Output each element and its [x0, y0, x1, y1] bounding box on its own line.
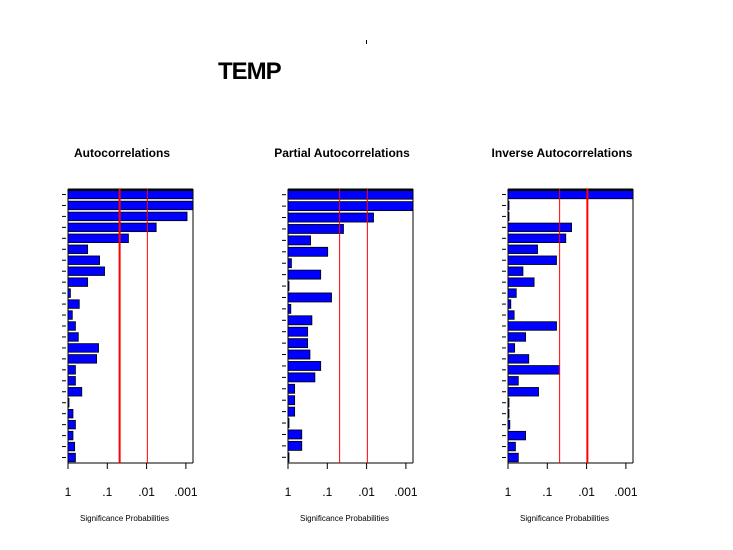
bar-lag-undefined [507, 452, 519, 463]
bar-lag-20 [287, 406, 296, 417]
x-tick-label: .1 [102, 485, 112, 499]
bar-lag-22 [287, 429, 303, 440]
bar-lag-7 [507, 255, 557, 265]
bar-lag-10 [67, 299, 80, 309]
bar-lag-19 [507, 387, 539, 397]
bar-lag-2 [287, 201, 414, 212]
x-tick-label: .1 [542, 485, 552, 499]
bar-lag-14 [287, 338, 309, 349]
bar-lag-17 [507, 365, 561, 375]
panel-title-2: Inverse Autocorrelations [492, 146, 633, 160]
bar-lag-20 [507, 398, 510, 408]
bar-lag-1 [67, 200, 194, 211]
bar-lag-2 [67, 211, 188, 222]
bar-lag-4 [507, 222, 572, 233]
bar-lag-10 [287, 292, 332, 303]
bar-lag-0 [67, 189, 194, 200]
bar-lag-24 [67, 452, 76, 463]
panel-title-0: Autocorrelations [74, 146, 170, 160]
bar-lag-21 [67, 419, 76, 430]
bar-lag-16 [287, 361, 322, 371]
x-tick-label: .01 [578, 485, 595, 499]
bar-lag-20 [67, 408, 74, 419]
bar-lag-8 [67, 277, 89, 287]
bar-lag-9 [67, 288, 71, 298]
bar-lag-13 [287, 326, 309, 337]
bar-lag-15 [67, 354, 98, 364]
x-tick-label: .001 [174, 485, 198, 499]
bar-lag-3 [287, 212, 374, 223]
bar-lag-5 [67, 244, 89, 254]
x-tick-label: .01 [138, 485, 155, 499]
bar-lag-13 [67, 332, 79, 342]
x-tick-label: .001 [394, 485, 418, 499]
bar-lag-6 [67, 255, 100, 265]
stray-mark [366, 40, 367, 44]
bar-lag-23 [287, 440, 303, 451]
bar-lag-24 [287, 452, 290, 463]
bar-lag-22 [507, 419, 511, 430]
bar-lag-15 [507, 343, 516, 353]
bar-lag-2 [507, 200, 510, 211]
x-tick-label: .01 [358, 485, 375, 499]
bar-lag-22 [67, 430, 74, 441]
bar-lag-7 [287, 258, 292, 269]
x-tick-label: 1 [505, 485, 512, 499]
x-tick-label: 1 [65, 485, 72, 499]
bar-lag-18 [287, 383, 296, 394]
bar-lag-21 [287, 418, 290, 428]
bar-lag-3 [507, 211, 510, 222]
bar-lag-14 [67, 343, 99, 353]
x-tick-label: .1 [322, 485, 332, 499]
bar-lag-14 [507, 332, 527, 342]
bar-lag-11 [287, 303, 292, 314]
x-tick-label: 1 [285, 485, 292, 499]
bar-lag-18 [67, 387, 83, 397]
bar-lag-6 [287, 246, 329, 257]
bar-lag-5 [507, 233, 567, 243]
bar-lag-7 [67, 266, 105, 276]
bar-lag-4 [67, 233, 129, 243]
bar-lag-18 [507, 376, 519, 386]
bar-lag-12 [287, 315, 313, 326]
bar-lag-17 [67, 376, 76, 386]
bar-lag-12 [507, 310, 515, 320]
bar-lag-1 [507, 189, 634, 200]
bar-lag-17 [287, 372, 316, 383]
bar-lag-9 [287, 281, 290, 291]
bar-lag-8 [507, 266, 524, 276]
bar-lag-11 [507, 299, 512, 309]
bar-lag-16 [67, 365, 76, 375]
x-axis-label: Significance Probabilities [80, 514, 169, 523]
bar-lag-11 [67, 310, 73, 320]
bar-lag-6 [507, 244, 538, 254]
bar-lag-15 [287, 349, 311, 360]
bar-lag-19 [287, 395, 296, 406]
bar-lag-23 [507, 430, 527, 441]
bar-lag-10 [507, 288, 517, 298]
bar-lag-21 [507, 408, 510, 419]
bar-lag-9 [507, 277, 535, 287]
panel-title-1: Partial Autocorrelations [274, 146, 410, 160]
page-title: TEMP [218, 58, 282, 85]
bar-lag-3 [67, 222, 157, 233]
bar-lag-16 [507, 354, 530, 364]
bar-lag-13 [507, 321, 557, 331]
bar-lag-4 [287, 224, 344, 234]
bar-lag-24 [507, 441, 516, 452]
x-axis-label: Significance Probabilities [520, 514, 609, 523]
bar-lag-12 [67, 321, 76, 331]
x-axis-label: Significance Probabilities [300, 514, 389, 523]
bar-lag-8 [287, 269, 322, 280]
x-tick-label: .001 [614, 485, 638, 499]
bar-lag-5 [287, 235, 311, 246]
bar-lag-1 [287, 189, 414, 200]
bar-lag-23 [67, 441, 76, 452]
bar-lag-19 [67, 398, 70, 408]
